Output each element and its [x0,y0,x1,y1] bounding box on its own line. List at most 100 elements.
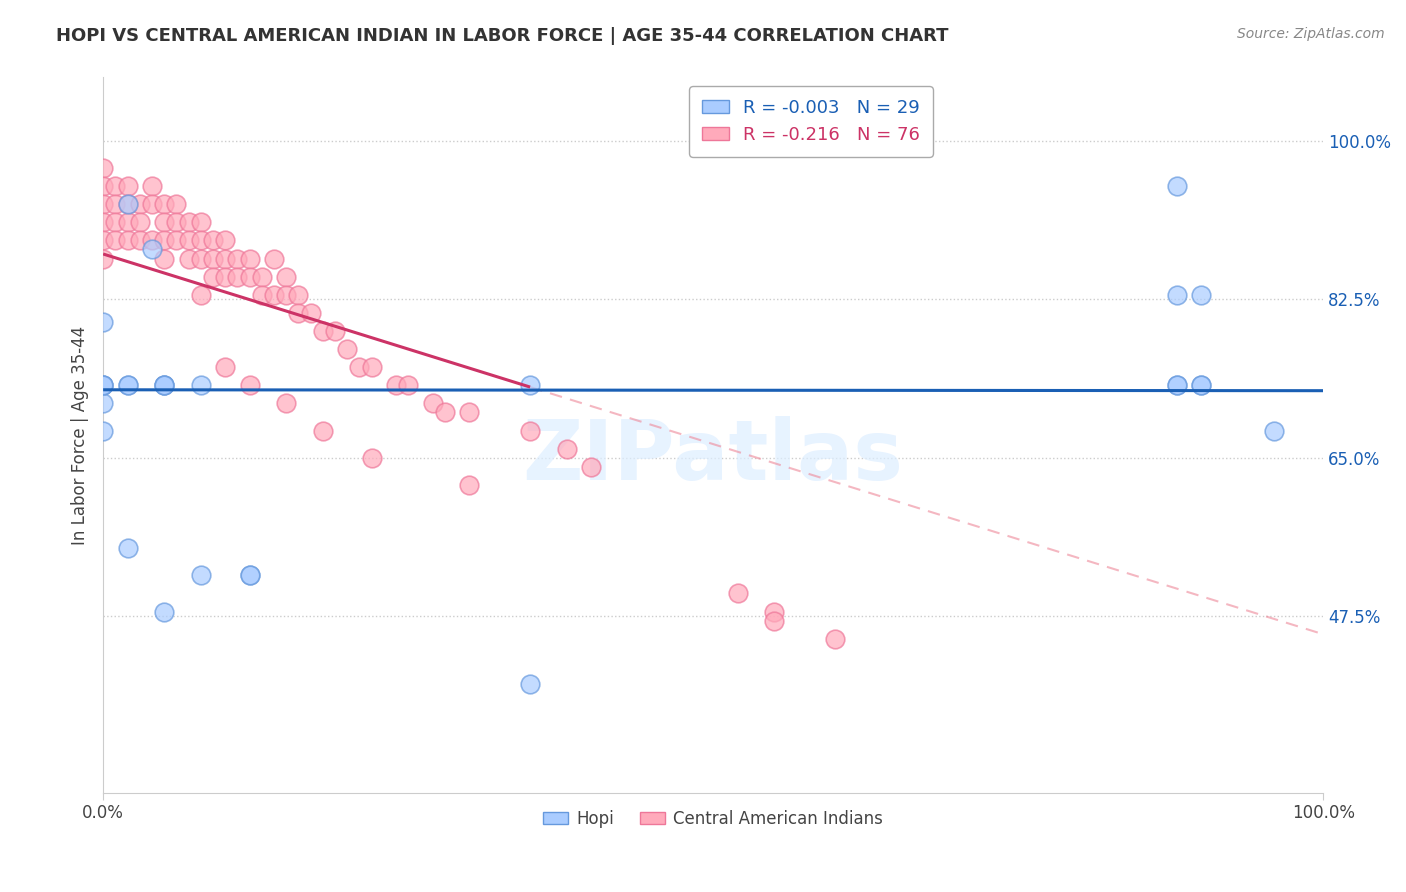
Point [190,568,212,582]
Point [141,234,163,248]
Point [91,252,114,266]
Point [1166,287,1188,301]
Point [824,632,846,646]
Point [153,378,176,392]
Point [214,252,236,266]
Point [104,197,127,211]
Point [263,252,285,266]
Point [165,234,187,248]
Point [117,197,139,211]
Point [190,252,212,266]
Point [214,234,236,248]
Text: ZIPatlas: ZIPatlas [523,416,904,497]
Point [128,215,150,229]
Point [117,541,139,556]
Point [519,378,541,392]
Point [1166,179,1188,194]
Point [287,287,309,301]
Point [349,360,371,375]
Point [238,269,260,284]
Point [1189,378,1212,392]
Point [91,197,114,211]
Point [165,197,187,211]
Point [128,234,150,248]
Point [190,287,212,301]
Point [299,306,322,320]
Point [91,378,114,392]
Point [104,215,127,229]
Point [141,197,163,211]
Point [177,234,200,248]
Point [1166,378,1188,392]
Point [91,396,114,410]
Point [153,215,176,229]
Point [276,269,298,284]
Point [141,243,163,257]
Y-axis label: In Labor Force | Age 35-44: In Labor Force | Age 35-44 [72,326,89,545]
Point [763,614,786,628]
Point [104,179,127,194]
Point [263,287,285,301]
Point [238,568,260,582]
Point [727,586,749,600]
Point [287,306,309,320]
Point [141,179,163,194]
Point [1189,378,1212,392]
Point [190,378,212,392]
Point [385,378,408,392]
Point [519,677,541,691]
Point [214,360,236,375]
Point [177,215,200,229]
Point [238,378,260,392]
Point [323,324,346,338]
Point [214,269,236,284]
Point [91,424,114,438]
Point [165,215,187,229]
Point [458,405,481,419]
Point [1189,287,1212,301]
Point [117,378,139,392]
Point [276,396,298,410]
Point [91,378,114,392]
Point [153,197,176,211]
Point [250,287,273,301]
Text: Source: ZipAtlas.com: Source: ZipAtlas.com [1237,27,1385,41]
Point [201,252,224,266]
Point [153,378,176,392]
Legend: Hopi, Central American Indians: Hopi, Central American Indians [537,803,890,834]
Point [201,269,224,284]
Point [226,269,249,284]
Point [763,605,786,619]
Point [91,161,114,175]
Point [128,197,150,211]
Point [360,360,382,375]
Point [238,252,260,266]
Point [177,252,200,266]
Point [396,378,419,392]
Point [117,179,139,194]
Point [153,378,176,392]
Point [250,269,273,284]
Point [579,459,602,474]
Point [153,605,176,619]
Point [91,234,114,248]
Point [226,252,249,266]
Point [1263,424,1285,438]
Point [238,568,260,582]
Point [519,424,541,438]
Point [312,324,335,338]
Text: HOPI VS CENTRAL AMERICAN INDIAN IN LABOR FORCE | AGE 35-44 CORRELATION CHART: HOPI VS CENTRAL AMERICAN INDIAN IN LABOR… [56,27,949,45]
Point [1166,378,1188,392]
Point [104,234,127,248]
Point [433,405,456,419]
Point [117,197,139,211]
Point [91,378,114,392]
Point [555,442,578,456]
Point [117,378,139,392]
Point [422,396,444,410]
Point [153,252,176,266]
Point [190,215,212,229]
Point [117,215,139,229]
Point [91,179,114,194]
Point [458,478,481,492]
